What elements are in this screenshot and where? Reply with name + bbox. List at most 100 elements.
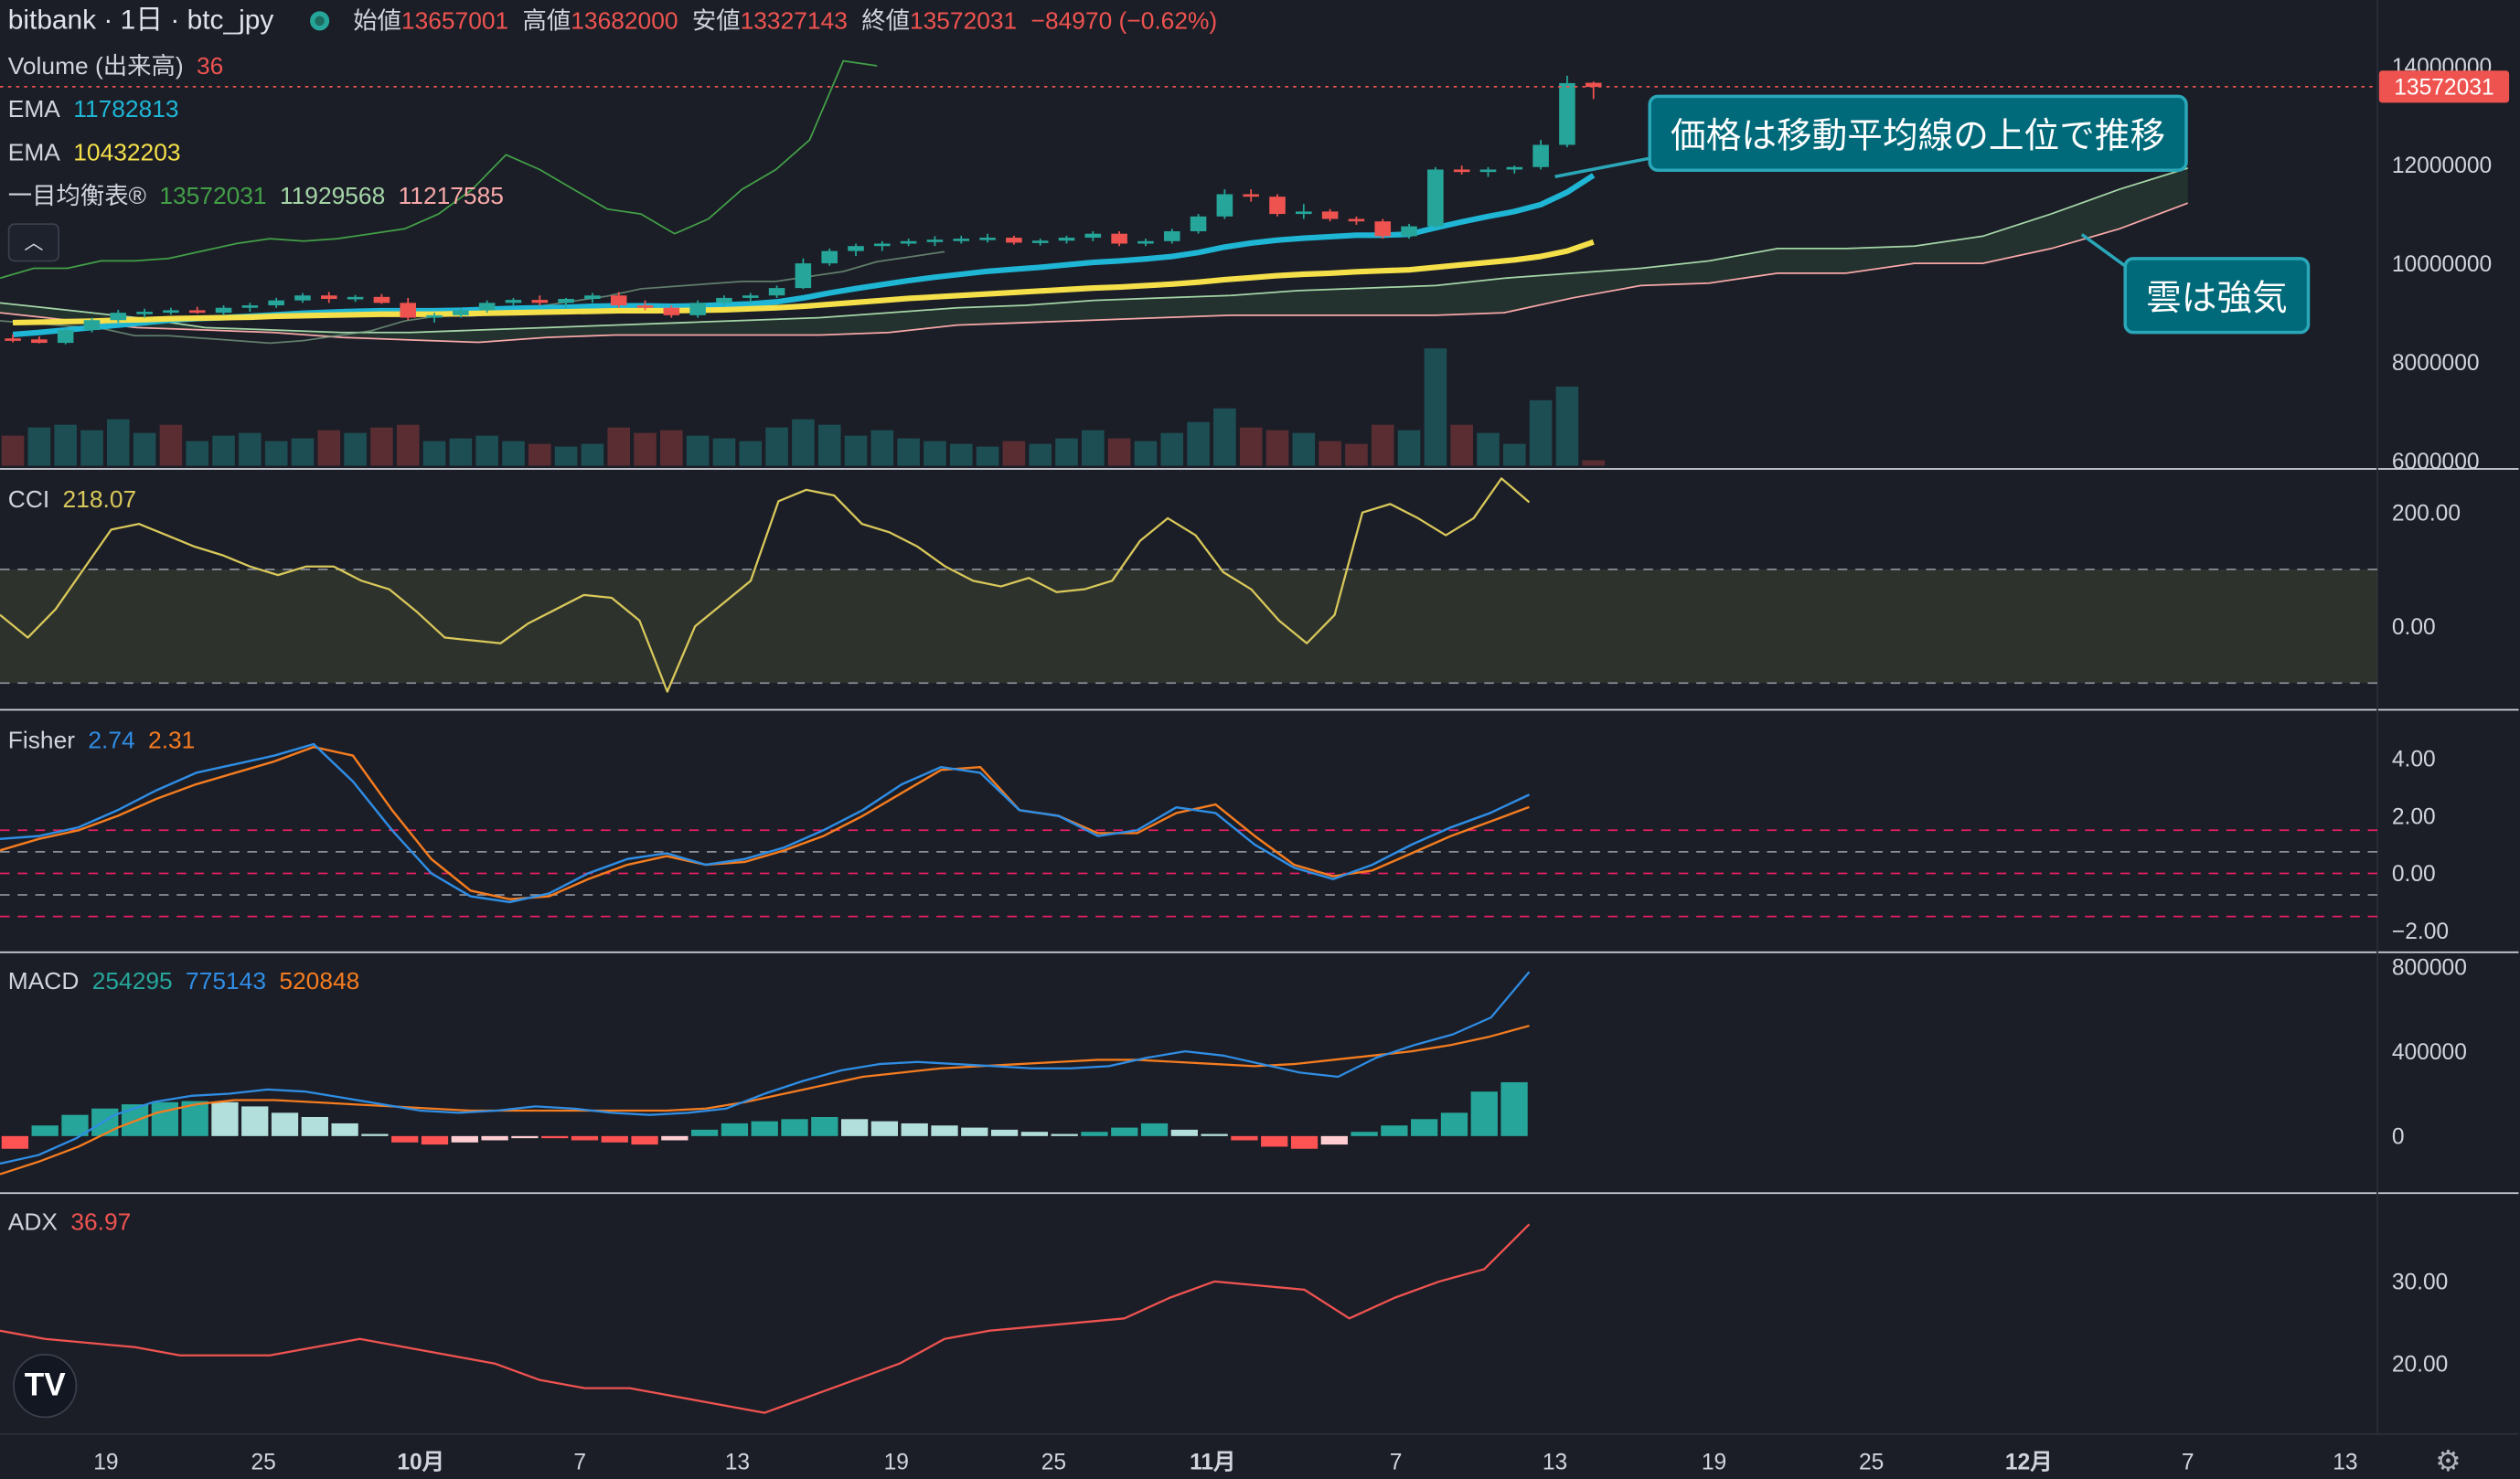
- macd-histogram-bar: [451, 1135, 478, 1143]
- callout-pointer: [1554, 155, 1655, 178]
- volume-bar: [844, 435, 868, 466]
- macd-histogram-bar: [1500, 1081, 1528, 1136]
- volume-bar: [449, 438, 473, 466]
- candle: [1163, 229, 1180, 244]
- macd-histogram-bar: [1411, 1119, 1438, 1136]
- fisher-line: [0, 742, 1530, 904]
- macd-histogram-bar: [361, 1133, 389, 1136]
- high-label: 高値: [522, 7, 571, 36]
- candle: [1559, 75, 1575, 148]
- ichimoku-legend[interactable]: 一目均衡表® 13572031 11929568 11217585: [8, 183, 510, 212]
- volume-bar: [765, 427, 788, 466]
- open-label: 始値: [353, 7, 401, 36]
- cci-legend[interactable]: CCI 218.07: [8, 486, 143, 516]
- symbol-title[interactable]: bitbank · 1日 · btc_jpy: [7, 5, 274, 36]
- candle: [1269, 194, 1286, 217]
- tradingview-logo[interactable]: TV: [13, 1353, 78, 1419]
- volume-bar: [1503, 443, 1526, 466]
- ichimoku-leading-span-b: [0, 202, 2189, 344]
- macd-histogram-bar: [1351, 1132, 1378, 1136]
- collapse-legend-button[interactable]: ︿: [7, 223, 60, 262]
- candle: [83, 317, 101, 333]
- callout-price-above-ma[interactable]: 価格は移動平均線の上位で推移: [1648, 94, 2188, 172]
- candle: [31, 336, 48, 344]
- volume-bar: [581, 443, 604, 466]
- adx-legend[interactable]: ADX 36.97: [8, 1209, 138, 1239]
- volume-bar: [870, 430, 894, 466]
- macd-value-3: 520848: [279, 968, 360, 996]
- time-axis-tick-label: 19: [93, 1450, 118, 1474]
- cci-label: CCI: [7, 486, 50, 515]
- candle-body: [241, 305, 259, 308]
- callout-cloud-bullish[interactable]: 雲は強気: [2123, 257, 2311, 335]
- candle-body: [1532, 144, 1549, 167]
- candle-body: [821, 250, 838, 264]
- volume-bar: [370, 427, 393, 466]
- macd-histogram-bar: [781, 1119, 808, 1136]
- volume-bar: [1477, 432, 1500, 466]
- volume-label: Volume (出来高): [7, 52, 184, 80]
- candle-body: [1296, 211, 1312, 215]
- ema1-legend[interactable]: EMA 11782813: [8, 96, 186, 125]
- fisher-legend[interactable]: Fisher 2.74 2.31: [8, 728, 202, 757]
- candle: [663, 305, 680, 318]
- volume-legend[interactable]: Volume (出来高) 36: [8, 53, 230, 82]
- gear-icon[interactable]: ⚙: [2435, 1445, 2461, 1478]
- candle: [636, 300, 654, 311]
- candle-body: [953, 239, 970, 241]
- candle-body: [1163, 230, 1180, 241]
- candle: [1243, 189, 1259, 202]
- macd-histogram-bar: [631, 1135, 658, 1145]
- indicator-axis-tick-label: 0: [2392, 1125, 2405, 1150]
- low-label: 安値: [691, 7, 741, 36]
- candle: [1058, 235, 1075, 244]
- ema2-legend[interactable]: EMA 10432203: [8, 140, 187, 169]
- candle-body: [900, 240, 917, 244]
- ichimoku-value-2: 11929568: [279, 183, 386, 211]
- candle: [1031, 239, 1049, 246]
- candle-body: [1348, 218, 1365, 222]
- macd-histogram-bar: [1381, 1125, 1408, 1136]
- candle-body: [400, 303, 417, 318]
- candle-body: [1084, 233, 1102, 239]
- macd-histogram-bar: [901, 1123, 928, 1136]
- volume-bar: [1555, 386, 1579, 466]
- ema2-value: 10432203: [73, 139, 181, 167]
- volume-bar: [1055, 438, 1078, 466]
- candle: [400, 297, 417, 321]
- symbol-header: bitbank · 1日 · btc_jpy 始値13657001 高値1368…: [7, 5, 1223, 37]
- macd-histogram-bar: [151, 1101, 179, 1136]
- candle: [321, 292, 337, 303]
- cci-value: 218.07: [62, 486, 137, 515]
- candle-body: [1269, 197, 1286, 215]
- candle: [1296, 204, 1312, 219]
- candle-body: [1401, 226, 1417, 237]
- candle: [426, 313, 443, 323]
- time-axis-tick-label: 25: [1859, 1450, 1884, 1474]
- macd-line: [0, 971, 1531, 1165]
- time-axis-tick-label: 13: [2333, 1450, 2357, 1474]
- candle-body: [426, 314, 443, 318]
- volume-bar: [1213, 408, 1236, 466]
- candle-body: [584, 295, 601, 300]
- candle-body: [848, 246, 864, 251]
- volume-bar: [1450, 424, 1473, 466]
- volume-bar: [1345, 443, 1368, 466]
- volume-bar: [1529, 399, 1553, 466]
- macd-value-1: 254295: [91, 968, 173, 996]
- candle-body: [57, 330, 74, 344]
- volume-bar: [686, 435, 710, 466]
- macd-histogram-bar: [1231, 1135, 1258, 1141]
- macd-histogram-bar: [840, 1119, 869, 1136]
- indicator-axis-tick-label: 4.00: [2392, 748, 2436, 772]
- candle-body: [83, 320, 101, 331]
- volume-bar: [607, 427, 631, 466]
- volume-bar: [1002, 441, 1026, 466]
- macd-histogram-bar: [241, 1106, 269, 1136]
- candle: [848, 243, 864, 257]
- macd-histogram-bar: [91, 1108, 119, 1136]
- candle-body: [1585, 82, 1602, 88]
- indicator-axis-tick-label: 800000: [2392, 955, 2467, 980]
- macd-legend[interactable]: MACD 254295 775143 520848: [8, 968, 367, 997]
